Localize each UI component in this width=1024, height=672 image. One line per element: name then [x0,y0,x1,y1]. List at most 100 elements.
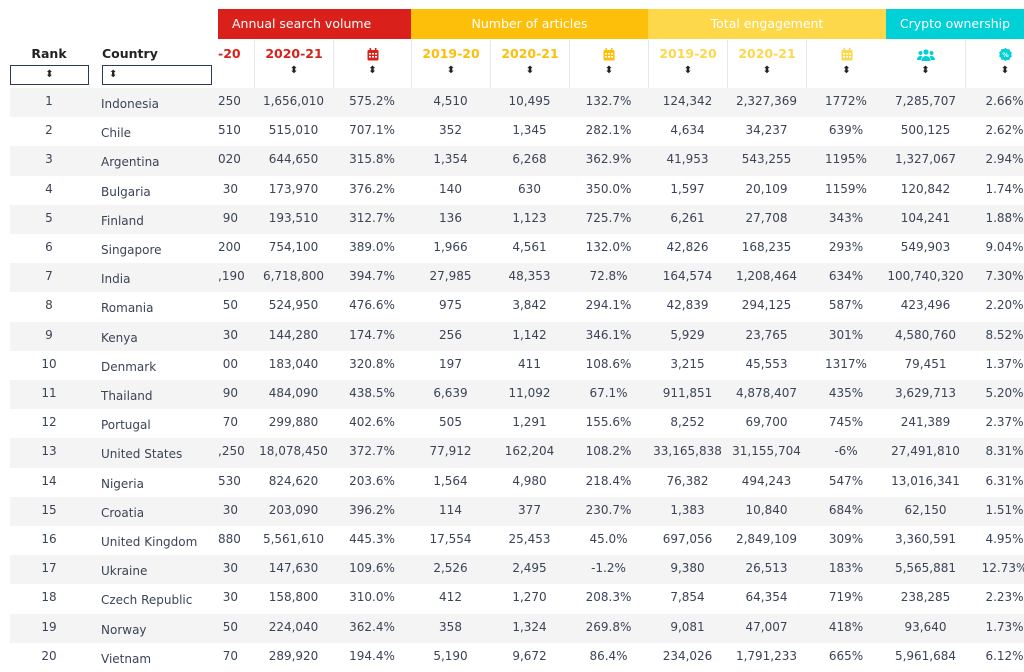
cell-crypto-owners: 100,740,320 [887,269,964,284]
cell-crypto-owners: 238,285 [900,590,951,605]
table-row[interactable]: 12 Portugal 70 299,880 402.6% 505 1,291 155.6% 8… [10,409,1024,438]
sort-icon[interactable]: ⬍ [289,65,299,76]
cell-search-2019-20: 510 [218,123,241,138]
cell-search-2019-20: 50 [222,619,238,634]
table-row[interactable]: 14 Nigeria 530 824,620 203.6% 1,564 4,980 218.4… [10,468,1024,497]
table-row[interactable]: 11 Thailand 90 484,090 438.5% 6,639 11,092 67.1… [10,380,1024,410]
cell-engagement-2020-21: 10,840 [745,502,788,517]
cell-search-2019-20: 00 [222,356,238,371]
group-header-articles: Number of articles [411,9,648,39]
sort-icon[interactable]: ⬍ [842,65,851,76]
cell-articles-change: 218.4% [585,473,632,488]
table-row[interactable]: 19 Norway 50 224,040 362.4% 358 1,324 269.8% 9,0… [10,613,1024,643]
column-header-crypto-owners[interactable]: ⬍ [886,40,965,88]
cell-articles-2019-20: 136 [439,210,462,225]
sort-icon[interactable]: ⬍ [1000,65,1010,76]
cell-crypto-owners: 500,125 [900,123,951,138]
table-row[interactable]: 20 Vietnam 70 289,920 194.4% 5,190 9,672 86.4% 2… [10,643,1024,672]
rank-filter-input[interactable]: ⬍ [10,65,89,85]
cell-engagement-2020-21: 45,553 [745,356,788,371]
sort-icon[interactable]: ⬍ [368,65,377,76]
cell-articles-change: 155.6% [585,415,632,430]
table-row[interactable]: 15 Croatia 30 203,090 396.2% 114 377 230.7% 1,38… [10,496,1024,526]
cell-engagement-2020-21: 168,235 [741,240,792,254]
table-row[interactable]: 13 United States ,250 18,078,450 372.7% 77,91… [10,438,1024,468]
cell-articles-2019-20: 1,354 [433,152,468,167]
table-row[interactable]: 9 Kenya 30 144,280 174.7% 256 1,142 346.1% 5,929… [10,321,1024,351]
column-header-search-2020-21[interactable]: 2020-21 ⬍ [254,40,333,88]
cell-engagement-2020-21: 27,708 [745,210,788,225]
cell-search-2020-21: 754,100 [268,240,319,254]
cell-engagement-change: 183% [828,561,864,576]
cell-country: Ukraine [101,564,148,579]
table-row[interactable]: 8 Romania 50 524,950 476.6% 975 3,842 294.1% 42,… [10,292,1024,321]
column-header-search-change[interactable]: ⬍ [333,40,411,88]
column-header-engagement-2019-20[interactable]: 2019-20 ⬍ [648,40,727,88]
table-row[interactable]: 10 Denmark 00 183,040 320.8% 197 411 108.6% 3,21… [10,351,1024,380]
cell-engagement-change: 719% [828,590,864,605]
sort-icon[interactable]: ⬍ [921,65,930,76]
country-filter-input[interactable]: ⬍ [102,65,212,85]
cell-rank: 15 [41,502,57,517]
cell-engagement-2019-20: 4,634 [670,123,705,138]
cell-crypto-share: 2.66% [985,94,1024,108]
cell-engagement-2020-21: 34,237 [745,123,788,138]
cell-engagement-2019-20: 8,252 [670,415,705,430]
table-row[interactable]: 6 Singapore 200 754,100 389.0% 1,966 4,561 132.… [10,234,1024,263]
cell-search-change: 194.4% [349,648,395,663]
cell-articles-2020-21: 25,453 [508,532,551,546]
cell-rank: 20 [41,648,57,663]
column-header-rank[interactable]: Rank [10,40,88,88]
cell-engagement-2019-20: 41,953 [666,152,709,167]
table-row[interactable]: 1 Indonesia 250 1,656,010 575.2% 4,510 10,495 1… [10,88,1024,118]
cell-engagement-2019-20: 1,383 [670,502,705,517]
cell-country: Argentina [101,155,160,170]
cell-engagement-change: 1772% [825,94,867,108]
cell-articles-change: 269.8% [585,619,632,634]
cell-crypto-share: 1.88% [985,210,1024,225]
column-header-articles-2020-21[interactable]: 2020-21 ⬍ [490,40,569,88]
cell-rank: 1 [45,94,53,108]
table-row[interactable]: 5 Finland 90 193,510 312.7% 136 1,123 725.7% 6,2… [10,204,1024,234]
cell-search-2020-21: 824,620 [268,473,319,488]
column-header-country[interactable]: Country [102,40,218,88]
cell-search-2019-20: 250 [218,94,241,108]
cell-search-change: 372.7% [349,444,395,459]
column-header-crypto-share[interactable]: % ⬍ [965,40,1024,88]
column-header-label: 2020-21 [501,46,559,61]
cell-country: Thailand [101,389,153,403]
cell-engagement-2019-20: 76,382 [666,473,709,488]
sort-icon[interactable]: ⬍ [683,65,693,76]
table-row[interactable]: 3 Argentina 020 644,650 315.8% 1,354 6,268 362.… [10,146,1024,176]
sort-icon[interactable]: ⬍ [446,65,456,76]
cell-articles-2019-20: 505 [439,415,462,430]
cell-search-2019-20: 30 [222,590,238,605]
table-row[interactable]: 4 Bulgaria 30 173,970 376.2% 140 630 350.0% 1,59… [10,176,1024,205]
column-header-search-2019-20[interactable]: -20⬍ [218,40,254,88]
column-header-articles-2019-20[interactable]: 2019-20 ⬍ [411,40,490,88]
column-header-articles-change[interactable]: ⬍ [569,40,648,88]
cell-crypto-owners: 241,389 [900,415,951,430]
table-row[interactable]: 17 Ukraine 30 147,630 109.6% 2,526 2,495 -1.2% 9… [10,555,1024,585]
table-row[interactable]: 2 Chile 510 515,010 707.1% 352 1,345 282.1% 4,63… [10,117,1024,146]
cell-articles-change: 108.6% [585,356,632,371]
sort-icon[interactable]: ⬍ [525,65,535,76]
cell-search-change: 394.7% [349,269,395,284]
cell-articles-change: 132.7% [585,94,632,108]
cell-search-change: 310.0% [349,590,395,605]
cell-search-change: 438.5% [349,386,395,400]
column-header-engagement-2020-21[interactable]: 2020-21 ⬍ [727,40,806,88]
cell-crypto-share: 8.52% [985,327,1024,342]
column-header-engagement-change[interactable]: ⬍ [806,40,886,88]
cell-articles-2020-21: 3,842 [512,298,547,313]
cell-crypto-share: 7.30% [985,269,1024,284]
table-row[interactable]: 7 India ,190 6,718,800 394.7% 27,985 48,353 72.… [10,263,1024,293]
cell-engagement-change: 435% [828,386,864,400]
table-row[interactable]: 18 Czech Republic 30 158,800 310.0% 412 1,270 2… [10,584,1024,613]
cell-articles-2020-21: 1,345 [512,123,547,138]
sort-icon[interactable]: ⬍ [604,65,614,76]
cell-crypto-share: 5.20% [985,386,1024,400]
table-row[interactable]: 16 United Kingdom 880 5,561,610 445.3% 17,554… [10,526,1024,555]
sort-icon[interactable]: ⬍ [762,65,772,76]
cell-engagement-2020-21: 23,765 [745,327,788,342]
